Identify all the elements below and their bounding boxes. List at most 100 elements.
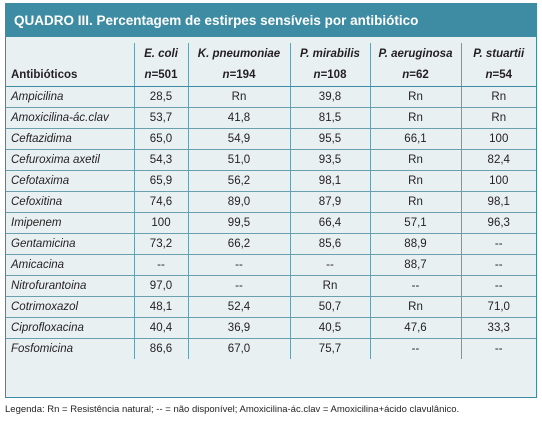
table-row: Cotrimoxazol 48,1 52,4 50,7 Rn 71,0 — [6, 295, 536, 317]
susceptibility-value: -- — [460, 232, 536, 254]
susceptibility-value: 57,1 — [369, 211, 461, 233]
species-header: P. mirabilis — [289, 43, 370, 65]
susceptibility-value: 93,5 — [289, 148, 370, 170]
susceptibility-value: 56,2 — [187, 169, 290, 191]
sample-size-cell: n=108 — [289, 65, 370, 87]
susceptibility-value: 52,4 — [187, 295, 290, 317]
row-header-label: Antibióticos — [6, 65, 134, 87]
n-prefix: n — [313, 69, 321, 82]
susceptibility-value: Rn — [187, 86, 290, 107]
susceptibility-value: 48,1 — [133, 295, 188, 317]
susceptibility-value: 75,7 — [289, 337, 370, 359]
table-title: QUADRO III. Percentagem de estirpes sens… — [6, 4, 536, 37]
table-row: Nitrofurantoina 97,0 -- Rn -- -- — [6, 274, 536, 296]
table-body: Ampicilina 28,5 Rn 39,8 Rn Rn Amoxicilina-ác.c… — [6, 86, 536, 359]
susceptibility-value: -- — [460, 274, 536, 296]
susceptibility-value: 74,6 — [133, 190, 188, 212]
susceptibility-value: -- — [133, 253, 188, 275]
susceptibility-value: 98,1 — [460, 190, 536, 212]
susceptibility-value: 66,4 — [289, 211, 370, 233]
susceptibility-value: 100 — [460, 169, 536, 191]
antibiotic-name: Cotrimoxazol — [6, 295, 134, 317]
antibiotic-name: Fosfomicina — [6, 337, 134, 359]
susceptibility-value: -- — [187, 253, 290, 275]
table-row: Ampicilina 28,5 Rn 39,8 Rn Rn — [6, 86, 536, 107]
species-header: E. coli — [133, 43, 188, 65]
sample-size-cell: n=501 — [133, 65, 188, 87]
susceptibility-value: 66,2 — [187, 232, 290, 254]
susceptibility-value: 98,1 — [289, 169, 370, 191]
susceptibility-value: 87,9 — [289, 190, 370, 212]
susceptibility-value: -- — [460, 337, 536, 359]
susceptibility-value: 36,9 — [187, 316, 290, 338]
susceptibility-value: 40,5 — [289, 316, 370, 338]
susceptibility-value: 89,0 — [187, 190, 290, 212]
species-header: K. pneumoniae — [187, 43, 290, 65]
table-row: Imipenem 100 99,5 66,4 57,1 96,3 — [6, 211, 536, 233]
sample-size-row: Antibióticos n=501 n=194 n=108 n=62 n=54 — [6, 65, 536, 87]
table-legend: Legenda: Rn = Resistência natural; -- = … — [5, 404, 460, 415]
susceptibility-value: Rn — [289, 274, 370, 296]
antibiotic-name: Amoxicilina-ác.clav — [6, 106, 134, 128]
antibiotic-name: Ciprofloxacina — [6, 316, 134, 338]
species-header: P. aeruginosa — [369, 43, 461, 65]
antibiotic-name: Ceftazidima — [6, 127, 134, 149]
susceptibility-value: Rn — [369, 169, 461, 191]
table-row: Fosfomicina 86,6 67,0 75,7 -- -- — [6, 337, 536, 359]
n-prefix: n — [485, 69, 493, 82]
n-value: 54 — [499, 69, 513, 82]
susceptibility-value: 53,7 — [133, 106, 188, 128]
table-row: Amicacina -- -- -- 88,7 -- — [6, 253, 536, 275]
table-row: Gentamicina 73,2 66,2 85,6 88,9 -- — [6, 232, 536, 254]
antibiotic-name: Cefotaxima — [6, 169, 134, 191]
antibiotic-name: Ampicilina — [11, 90, 64, 103]
susceptibility-value: 54,3 — [133, 148, 188, 170]
susceptibility-value: 86,6 — [133, 337, 188, 359]
susceptibility-value: 66,1 — [369, 127, 461, 149]
susceptibility-value: 81,5 — [289, 106, 370, 128]
species-header-row: E. coli K. pneumoniae P. mirabilis P. ae… — [6, 43, 536, 65]
n-prefix: n — [144, 69, 152, 82]
sample-size-cell: n=62 — [369, 65, 461, 87]
corner-cell — [6, 43, 134, 65]
antibiotic-name: Cefuroxima axetil — [6, 148, 134, 170]
antibiotic-name: Gentamicina — [6, 232, 134, 254]
n-value: 194 — [236, 69, 256, 82]
susceptibility-value: 96,3 — [460, 211, 536, 233]
susceptibility-value: Rn — [369, 86, 461, 107]
n-prefix: n — [222, 69, 230, 82]
susceptibility-value: Rn — [369, 295, 461, 317]
table-frame: QUADRO III. Percentagem de estirpes sens… — [5, 3, 537, 398]
susceptibility-value: -- — [369, 274, 461, 296]
susceptibility-value: Rn — [460, 106, 536, 128]
n-value: 108 — [327, 69, 347, 82]
table-row: Cefotaxima 65,9 56,2 98,1 Rn 100 — [6, 169, 536, 191]
table-body-area: E. coli K. pneumoniae P. mirabilis P. ae… — [6, 37, 536, 397]
susceptibility-value: -- — [369, 337, 461, 359]
susceptibility-value: 73,2 — [133, 232, 188, 254]
susceptibility-value: 97,0 — [133, 274, 188, 296]
susceptibility-value: 39,8 — [289, 86, 370, 107]
susceptibility-value: Rn — [369, 106, 461, 128]
susceptibility-value: 54,9 — [187, 127, 290, 149]
susceptibility-value: 65,9 — [133, 169, 188, 191]
table-row: Cefoxitina 74,6 89,0 87,9 Rn 98,1 — [6, 190, 536, 212]
table-row: Ceftazidima 65,0 54,9 95,5 66,1 100 — [6, 127, 536, 149]
antibiotic-name: Nitrofurantoina — [6, 274, 134, 296]
susceptibility-value: 51,0 — [187, 148, 290, 170]
susceptibility-value: 100 — [133, 211, 188, 233]
susceptibility-value: 50,7 — [289, 295, 370, 317]
antibiotic-name: Cefoxitina — [6, 190, 134, 212]
table-row: Ciprofloxacina 40,4 36,9 40,5 47,6 33,3 — [6, 316, 536, 338]
susceptibility-value: 33,3 — [460, 316, 536, 338]
susceptibility-value: -- — [460, 253, 536, 275]
susceptibility-value: 95,5 — [289, 127, 370, 149]
sample-size-cell: n=194 — [187, 65, 290, 87]
susceptibility-value: Rn — [460, 86, 536, 107]
n-prefix: n — [402, 69, 410, 82]
susceptibility-value: -- — [289, 253, 370, 275]
species-header: P. stuartii — [460, 43, 536, 65]
susceptibility-table: E. coli K. pneumoniae P. mirabilis P. ae… — [6, 43, 536, 359]
susceptibility-value: Rn — [369, 190, 461, 212]
susceptibility-value: 100 — [460, 127, 536, 149]
